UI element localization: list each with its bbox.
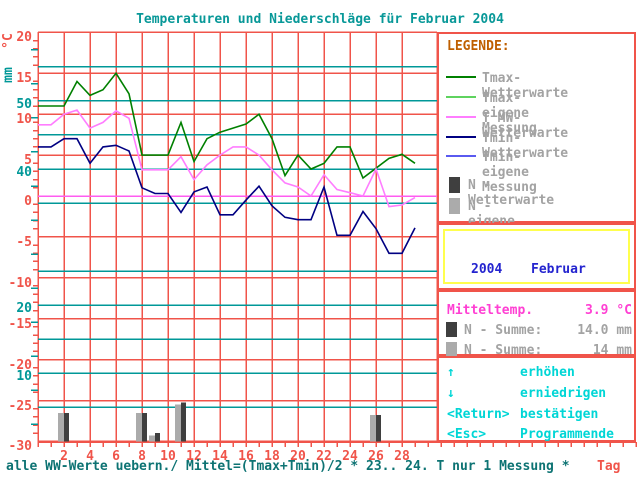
mitteltemp-value: 3.9 °C <box>585 303 632 318</box>
month-value: Februar <box>531 262 586 277</box>
n-summe-ww-row: N - Summe: 14.0 mm <box>439 322 638 338</box>
celsius-tick-label: -15 <box>8 316 32 332</box>
x-axis-unit-label: Tag <box>597 459 621 474</box>
mitteltemp-label: Mitteltemp. <box>447 303 534 318</box>
day-tick-label: 16 <box>238 449 254 464</box>
day-tick-label: 28 <box>394 449 410 464</box>
esc-key-label: <Esc> <box>447 427 487 442</box>
day-tick-label: 26 <box>368 449 384 464</box>
celsius-tick-label: -5 <box>16 234 32 250</box>
day-tick-label: 24 <box>342 449 358 464</box>
day-tick-label: 22 <box>316 449 332 464</box>
help-action: bestätigen <box>520 407 599 422</box>
legend-label: Tmax-Wetterwarte <box>482 71 569 101</box>
tmin-wetterwarte-line-swatch <box>446 136 476 138</box>
mm-tick-label: 40 <box>16 165 32 180</box>
month-selector-highlight: 2004 Februar <box>443 229 630 284</box>
help-action: erniedrigen <box>520 386 607 401</box>
celsius-tick-label: -10 <box>8 275 32 291</box>
celsius-tick-label: -20 <box>8 357 32 373</box>
up-arrow-icon: ↑ <box>447 365 455 380</box>
day-tick-label: 10 <box>160 449 176 464</box>
day-tick-label: 12 <box>186 449 202 464</box>
return-key-label: <Return> <box>447 407 510 422</box>
celsius-tick-label: -30 <box>8 439 32 455</box>
legend-label: Tmin-eigene Messung <box>482 150 537 195</box>
n-eigene-swatch <box>446 342 457 357</box>
n-summe-ww-value: 14.0 mm <box>577 323 632 338</box>
tmin-eigene-line-swatch <box>446 155 476 157</box>
month-selector-box[interactable]: 2004 Februar <box>437 223 636 290</box>
day-tick-label: 8 <box>138 449 146 464</box>
tmax-eigene-line-swatch <box>446 96 476 98</box>
help-row-increase: ↑ erhöhen <box>439 364 638 380</box>
help-row-confirm: <Return> bestätigen <box>439 406 638 422</box>
celsius-tick-label: -25 <box>8 398 32 414</box>
mitteltemp-row: Mitteltemp. 3.9 °C <box>439 302 638 318</box>
legend-label: Tmin-Wetterwarte <box>482 131 569 161</box>
tmax-wetterwarte-line-swatch <box>446 76 476 78</box>
n-eigene-bar-swatch <box>449 198 460 214</box>
down-arrow-icon: ↓ <box>447 386 455 401</box>
t-mw-line-swatch <box>446 116 476 118</box>
mm-tick-label: 50 <box>16 96 32 112</box>
stats-box: Mitteltemp. 3.9 °C N - Summe: 14.0 mm N … <box>437 290 638 358</box>
n-summe-eigene-row: N - Summe: 14 mm <box>439 342 638 358</box>
legend-label: Tmax-eigene Messung <box>482 91 537 136</box>
legend-label: T MW-Wetterwarte <box>482 111 569 141</box>
celsius-tick-label: 0 <box>24 194 32 209</box>
year-value: 2004 <box>471 262 503 277</box>
n-summe-eigene-value: 14 mm <box>592 343 632 358</box>
mm-tick-label: 20 <box>16 301 32 317</box>
celsius-tick-label: 10 <box>16 112 32 128</box>
celsius-tick-label: 15 <box>16 71 32 87</box>
legend-heading: LEGENDE: <box>447 39 510 54</box>
legend-box: LEGENDE: Tmax-Wetterwarte Tmax-eigene Me… <box>437 32 636 244</box>
help-action: Programmende <box>520 427 614 442</box>
celsius-tick-label: 20 <box>16 30 32 46</box>
legend-label: N - Wetterwarte <box>468 178 555 208</box>
day-tick-label: 18 <box>264 449 280 464</box>
page-title: Temperaturen und Niederschläge für Febru… <box>136 12 504 27</box>
day-tick-label: 6 <box>112 449 120 464</box>
n-summe-label: N - Summe: <box>464 323 543 338</box>
day-tick-label: 4 <box>86 449 94 464</box>
mm-tick-label: 10 <box>16 369 32 385</box>
n-summe-label: N - Summe: <box>464 343 543 358</box>
day-tick-label: 14 <box>212 449 228 464</box>
help-action: erhöhen <box>520 365 575 380</box>
keyboard-help-box: ↑ erhöhen ↓ erniedrigen <Return> bestäti… <box>437 356 636 442</box>
day-tick-label: 2 <box>60 449 68 464</box>
n-wetterwarte-swatch <box>446 322 457 337</box>
help-row-exit: <Esc> Programmende <box>439 426 638 442</box>
help-row-decrease: ↓ erniedrigen <box>439 385 638 401</box>
n-wetterwarte-bar-swatch <box>449 177 460 193</box>
day-tick-label: 20 <box>290 449 306 464</box>
status-line: alle WW-Werte uebern./ Mittel=(Tmax+Tmin… <box>6 459 570 474</box>
celsius-tick-label: 5 <box>24 153 32 169</box>
